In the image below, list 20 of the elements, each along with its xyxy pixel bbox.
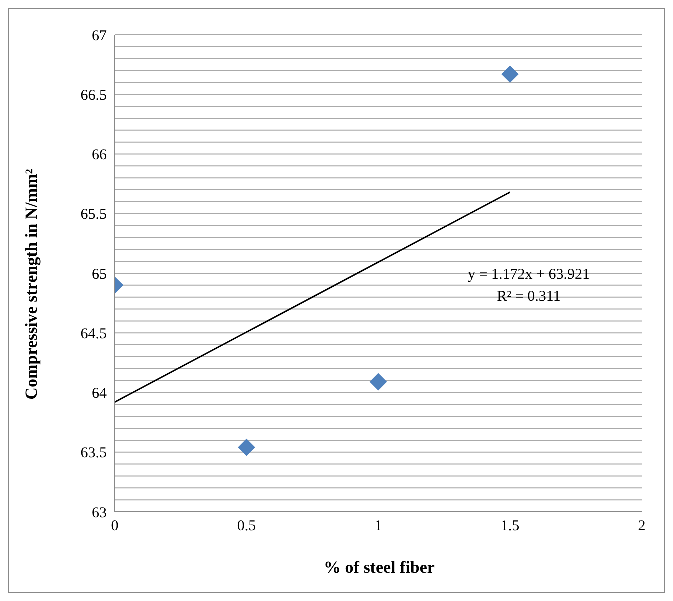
y-tick-label: 63.5 (80, 446, 107, 462)
y-tick-label: 65.5 (80, 207, 107, 224)
y-tick-label: 66.5 (80, 88, 107, 104)
y-tick-label: 64.5 (80, 326, 107, 342)
y-tick-label: 66 (92, 148, 108, 164)
y-tick-label: 67 (92, 28, 108, 44)
point (502, 66, 519, 83)
x-tick-label: 1.5 (500, 518, 520, 535)
y-axis-title: Compressive strength in N/mm² (22, 169, 41, 400)
x-tick-label: 2 (638, 518, 646, 535)
annotation: R² = 0.311 (496, 289, 562, 306)
y-tick-label: 64 (92, 386, 108, 402)
x-axis-title: % of steel fiber (323, 558, 436, 578)
x-tick-label: 1 (374, 518, 382, 535)
y-tick-label: 63 (92, 505, 107, 522)
annotation: y = 1.172x + 63.921 (467, 267, 591, 284)
x-tick-label: 0.5 (237, 518, 256, 535)
x-tick-label: 0 (111, 518, 119, 535)
point (370, 374, 387, 391)
y-tick-label: 65 (92, 266, 107, 283)
